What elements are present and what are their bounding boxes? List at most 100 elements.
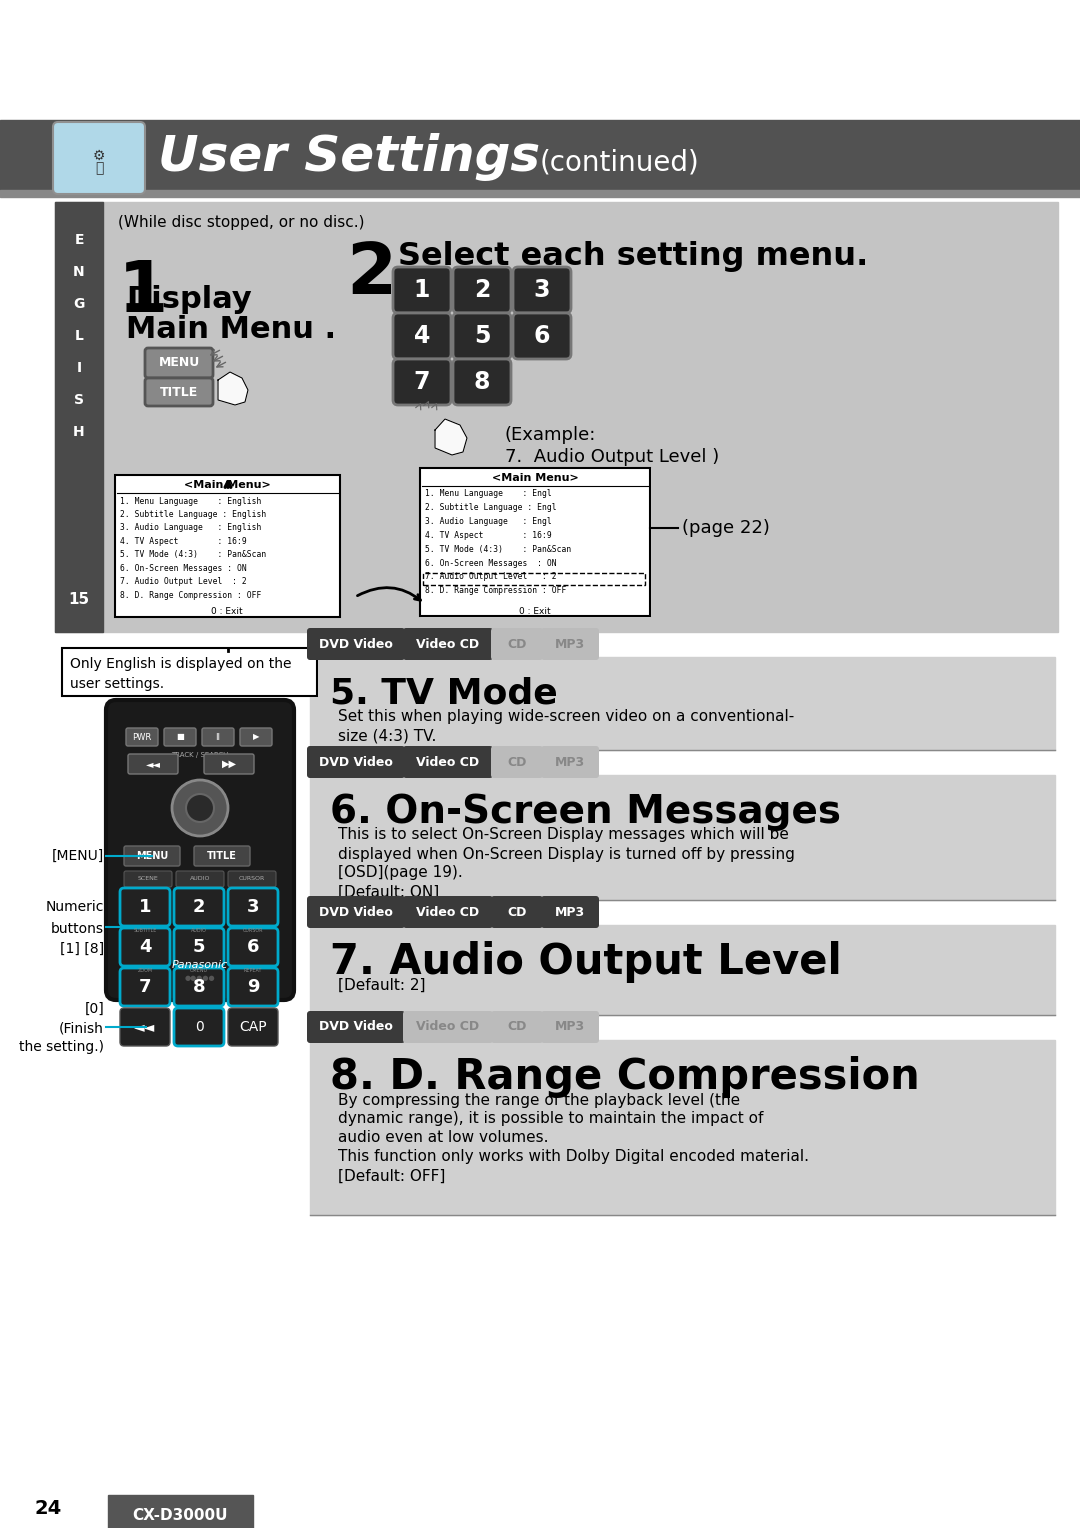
Text: 5: 5 [192,938,205,957]
Text: DVD Video: DVD Video [319,906,393,918]
Text: 3: 3 [534,278,550,303]
Bar [0,189,1080,197]
Text: Only English is displayed on the: Only English is displayed on the [70,657,292,671]
Text: MP3: MP3 [555,906,585,918]
FancyBboxPatch shape [541,746,599,778]
Bar [114,475,340,617]
Text: 8. D. Range Compression: 8. D. Range Compression [330,1056,920,1099]
Text: 2: 2 [474,278,490,303]
FancyBboxPatch shape [228,927,278,966]
Text: By compressing the range of the playback level (the: By compressing the range of the playback… [338,1093,740,1108]
Text: Main Menu .: Main Menu . [126,315,336,344]
Text: MP3: MP3 [555,1021,585,1033]
FancyBboxPatch shape [120,927,170,966]
Text: [MENU]: [MENU] [52,850,104,863]
Text: SCENE: SCENE [137,877,159,882]
Text: 0 : Exit: 0 : Exit [212,608,243,616]
Text: TITLE: TITLE [207,851,237,860]
Text: MP3: MP3 [555,637,585,651]
Text: REPEAT: REPEAT [244,969,262,973]
Text: Video CD: Video CD [417,906,480,918]
Text: (page 22): (page 22) [681,520,770,536]
Text: dynamic range), it is possible to maintain the impact of: dynamic range), it is possible to mainta… [338,1111,764,1126]
FancyBboxPatch shape [174,1008,224,1047]
Text: I: I [77,361,82,374]
Bar [0,121,1080,196]
Text: 0: 0 [194,1021,203,1034]
Text: Video CD: Video CD [417,1021,480,1033]
Bar [55,202,1058,633]
Text: CURSOR: CURSOR [239,877,265,882]
FancyBboxPatch shape [194,847,249,866]
FancyBboxPatch shape [453,267,511,313]
Text: <Main Menu>: <Main Menu> [184,480,270,490]
Text: 7. Audio Output Level  : 2: 7. Audio Output Level : 2 [120,578,246,587]
Text: 3. Audio Language   : Engl: 3. Audio Language : Engl [426,516,552,526]
Text: 3: 3 [246,898,259,915]
Text: [Default: ON]: [Default: ON] [338,885,440,900]
Text: buttons: buttons [51,921,104,937]
Text: 4. TV Aspect        : 16:9: 4. TV Aspect : 16:9 [120,536,246,545]
Text: 6: 6 [246,938,259,957]
Text: 2. Subtitle Language : Engl: 2. Subtitle Language : Engl [426,503,556,512]
Bar [0,1478,1080,1528]
Text: 1: 1 [118,258,168,327]
Text: CD: CD [508,637,527,651]
Text: 5. TV Mode (4:3)    : Pan&Scan: 5. TV Mode (4:3) : Pan&Scan [426,544,571,553]
FancyBboxPatch shape [491,895,543,927]
Bar [62,648,318,695]
Text: 7. Audio Output Level: 7. Audio Output Level [330,941,841,983]
Text: 2. Subtitle Language : English: 2. Subtitle Language : English [120,510,267,520]
Bar [310,924,1055,1015]
Text: E: E [75,232,84,248]
Text: Display: Display [126,286,252,315]
Text: Select each setting menu.: Select each setting menu. [399,240,868,272]
Text: [Default: Pan & Scan]: [Default: Pan & Scan] [338,747,502,762]
Text: Set this when playing wide-screen video on a conventional-: Set this when playing wide-screen video … [338,709,794,724]
FancyBboxPatch shape [174,888,224,926]
Text: (continued): (continued) [540,148,700,176]
Text: CAP: CAP [239,1021,267,1034]
FancyBboxPatch shape [120,969,170,1005]
Text: ▶▶: ▶▶ [221,759,237,769]
FancyBboxPatch shape [174,927,224,966]
Bar [114,475,340,617]
FancyBboxPatch shape [403,746,492,778]
Text: 0 : Exit: 0 : Exit [519,607,551,616]
Text: Video CD: Video CD [417,637,480,651]
Bar [62,648,318,695]
Text: S: S [75,393,84,406]
FancyBboxPatch shape [124,847,180,866]
FancyBboxPatch shape [393,313,451,359]
Polygon shape [218,371,248,405]
Text: DVD Video: DVD Video [319,637,393,651]
Bar [310,657,1055,750]
FancyBboxPatch shape [164,727,195,746]
FancyBboxPatch shape [145,348,213,377]
Text: 2: 2 [346,240,396,309]
FancyBboxPatch shape [120,888,170,926]
FancyBboxPatch shape [491,628,543,660]
Bar [420,468,650,616]
FancyBboxPatch shape [307,628,405,660]
FancyBboxPatch shape [403,895,492,927]
Text: [1] [8]: [1] [8] [59,941,104,957]
Bar [420,468,650,616]
Text: 5. TV Mode: 5. TV Mode [330,677,557,711]
Text: Panasonic: Panasonic [172,960,228,970]
Text: AUDIO: AUDIO [190,877,211,882]
Bar [108,1494,253,1528]
Text: DVD Video: DVD Video [319,755,393,769]
Text: ZOOM: ZOOM [137,969,152,973]
Text: MENU: MENU [136,851,168,860]
Text: MP3: MP3 [555,755,585,769]
Circle shape [172,779,228,836]
FancyBboxPatch shape [403,628,492,660]
Text: 1: 1 [138,898,151,915]
Text: G: G [73,296,84,312]
FancyBboxPatch shape [145,377,213,406]
Text: 7. Audio Output Level   : 2: 7. Audio Output Level : 2 [426,573,556,581]
Text: ◄◄: ◄◄ [134,1021,156,1034]
Text: Numeric: Numeric [45,900,104,914]
Bar [423,573,645,585]
